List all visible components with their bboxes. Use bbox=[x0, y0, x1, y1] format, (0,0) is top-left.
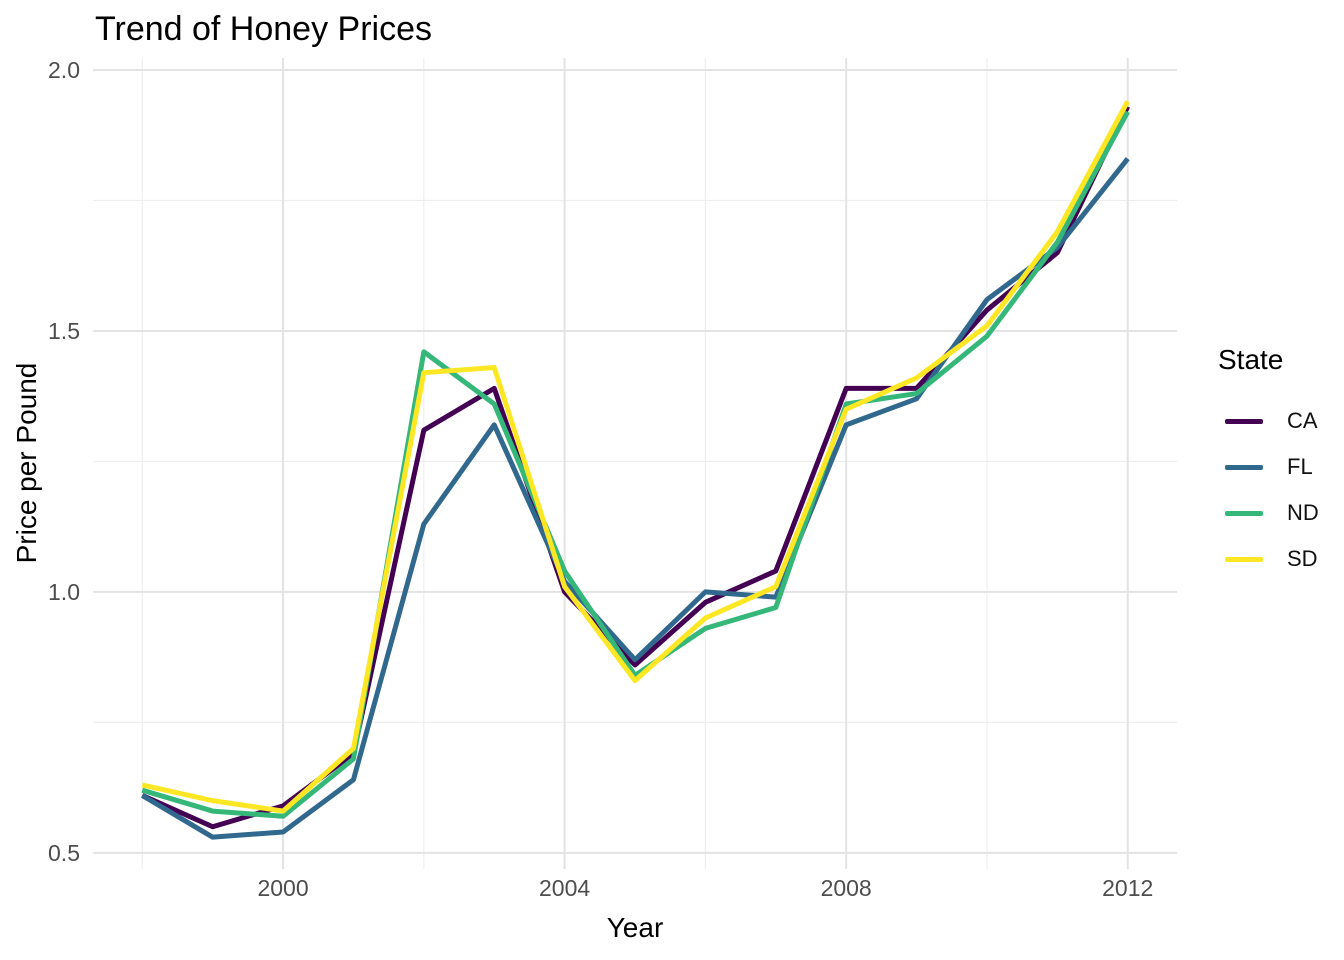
series-line-FL bbox=[140, 157, 1130, 840]
legend-label: ND bbox=[1287, 500, 1319, 525]
y-tick-label: 1.0 bbox=[48, 578, 80, 605]
x-axis-title: Year bbox=[606, 912, 664, 943]
series-lines bbox=[140, 100, 1130, 840]
x-tick-label: 2012 bbox=[1102, 875, 1154, 901]
legend-key-line-ND bbox=[1225, 510, 1263, 516]
legend-item-ND: ND bbox=[1205, 490, 1319, 536]
x-tick-label: 2004 bbox=[539, 875, 591, 901]
y-tick-label: 2.0 bbox=[48, 57, 80, 83]
x-tick-label: 2000 bbox=[257, 875, 309, 901]
gridlines bbox=[93, 58, 1177, 869]
series-line-CA bbox=[141, 105, 1130, 830]
y-axis-title: Price per Pound bbox=[11, 362, 42, 564]
legend-label: SD bbox=[1287, 546, 1318, 571]
y-tick-label: 0.5 bbox=[48, 839, 80, 866]
legend-label: FL bbox=[1287, 454, 1313, 479]
legend: State CA FL ND SD bbox=[1205, 344, 1319, 582]
legend-label: CA bbox=[1287, 408, 1318, 433]
legend-item-SD: SD bbox=[1205, 536, 1319, 582]
legend-items: CA FL ND SD bbox=[1205, 398, 1319, 582]
legend-title: State bbox=[1218, 344, 1284, 375]
legend-key-line-FL bbox=[1225, 464, 1263, 470]
series-line-SD bbox=[141, 100, 1130, 814]
plot-title: Trend of Honey Prices bbox=[95, 10, 432, 48]
legend-key-line-SD bbox=[1225, 556, 1263, 562]
series-line-ND bbox=[141, 110, 1130, 819]
legend-key-line-CA bbox=[1225, 418, 1263, 424]
x-tick-label: 2008 bbox=[820, 875, 872, 901]
y-tick-label: 1.5 bbox=[48, 317, 80, 344]
legend-item-FL: FL bbox=[1205, 444, 1319, 490]
legend-item-CA: CA bbox=[1205, 398, 1319, 444]
